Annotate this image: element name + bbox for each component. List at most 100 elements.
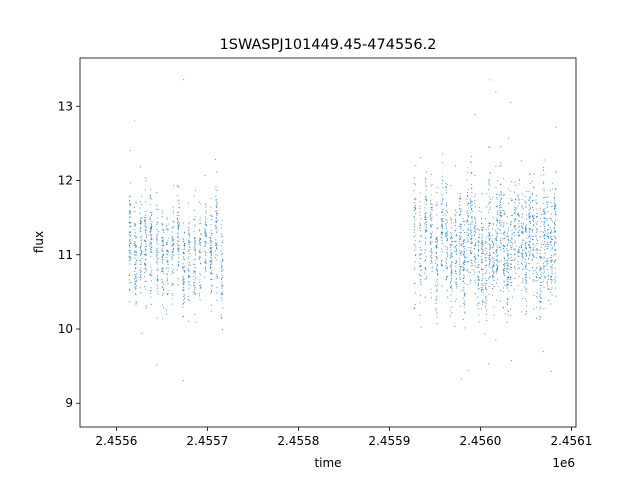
data-point [221,220,223,222]
data-point [471,172,473,174]
data-point [188,243,190,246]
x-tick-label: 2.4561 [550,434,592,448]
data-point [518,246,520,248]
data-point [500,215,502,217]
data-point [479,207,481,209]
data-point [469,198,471,200]
data-point [425,216,427,218]
data-point [426,200,428,202]
data-point [503,245,505,247]
data-point [554,231,556,233]
data-point [420,283,422,286]
data-point [533,187,535,189]
data-point [177,219,179,221]
data-point [464,257,466,259]
data-point [129,247,131,249]
data-point [473,270,475,272]
data-point [451,237,453,239]
data-point [167,290,169,292]
data-point [470,199,472,201]
data-point [415,165,417,167]
data-point [533,173,535,175]
data-point [546,281,548,283]
data-point [441,198,443,200]
data-point [210,260,212,262]
data-point [464,261,466,263]
data-point [128,212,130,214]
data-point [539,290,541,292]
data-point [481,261,483,263]
data-point [544,231,546,233]
data-point [551,264,553,266]
data-point [215,171,218,173]
data-point [493,264,495,267]
data-point [199,295,201,297]
data-point [499,214,501,216]
data-point [215,221,217,223]
data-point [553,208,556,210]
data-point [436,258,438,260]
data-point [481,282,483,284]
data-point [199,219,201,221]
data-point [488,226,490,228]
data-point [536,238,538,240]
data-point [140,235,142,237]
data-point [441,211,443,213]
data-point [495,282,498,284]
data-point [157,269,159,271]
data-point [194,252,197,254]
data-point [521,290,523,292]
data-point [540,221,542,223]
data-point [211,214,213,216]
data-point [441,218,444,220]
data-point [450,249,452,251]
data-point [450,300,452,303]
data-point [544,277,546,279]
data-point [134,274,136,276]
data-point [157,291,159,293]
data-point [459,242,461,245]
data-point [140,275,142,277]
data-point [188,320,190,323]
data-point [414,202,416,204]
data-point [455,283,457,285]
data-point [460,290,462,292]
data-point [135,254,137,256]
data-point [484,254,486,256]
data-point [459,235,461,237]
data-point [529,249,531,251]
data-point [467,269,469,271]
data-point [435,268,437,270]
data-point [555,237,557,239]
data-point [215,254,217,256]
data-point [446,212,448,214]
data-point [481,278,484,280]
data-point [511,247,513,249]
data-point [467,203,469,205]
data-point [166,293,168,295]
data-point [518,199,520,201]
data-point [128,234,130,236]
data-point [455,278,457,280]
data-point [144,241,146,243]
data-point [156,204,158,206]
data-point [189,264,191,266]
data-point [547,228,549,230]
data-point [489,262,491,264]
data-point [514,253,516,255]
data-point [431,216,433,218]
data-point [140,287,142,289]
data-point [511,234,513,236]
data-point [426,229,428,231]
data-point [447,183,449,185]
data-point [155,208,158,210]
data-point [145,253,147,255]
data-point [515,207,517,209]
data-point [477,279,479,281]
data-point [149,273,151,275]
data-point [463,224,466,226]
x-axis-label: time [314,456,341,470]
data-point [521,311,523,313]
data-point [430,236,432,238]
data-point [420,265,422,267]
